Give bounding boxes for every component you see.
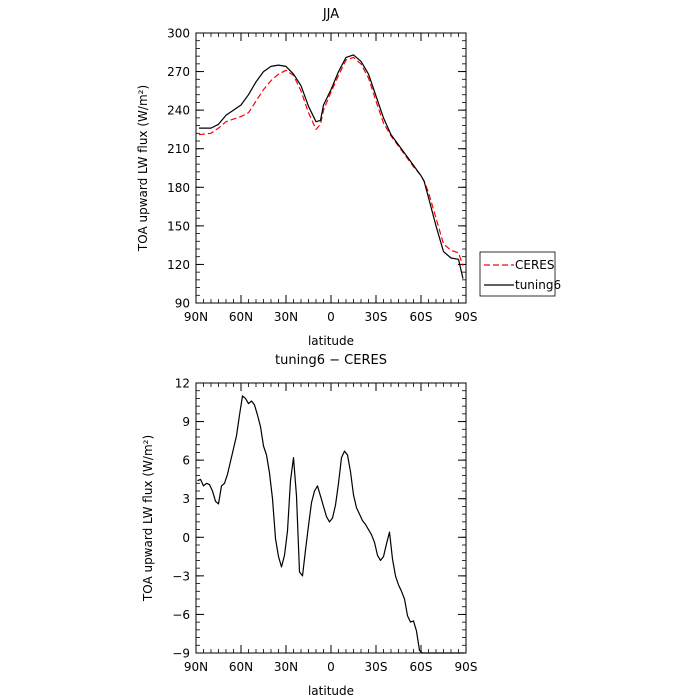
bottom-x-tick-label: 30N	[274, 660, 298, 674]
bottom-y-axis-label: TOA upward LW flux (W/m²)	[141, 435, 155, 602]
top-x-tick-label: 60S	[410, 310, 433, 324]
bottom-x-tick-label: 60N	[229, 660, 253, 674]
top-x-tick-label: 0	[327, 310, 335, 324]
bottom-y-tick-labels: −9 −6 −3 0 3 6 9 12	[172, 377, 190, 661]
top-title: JJA	[322, 7, 339, 22]
top-plot-area	[195, 32, 467, 304]
top-y-tick-labels: 90 120 150 180 210 240 270 300	[167, 27, 190, 311]
bottom-x-axis-label: latitude	[308, 684, 354, 698]
top-x-tick-label: 90N	[184, 310, 208, 324]
top-plot-frame	[195, 32, 467, 304]
top-y-tick-label: 180	[167, 181, 190, 195]
top-y-tick-label: 240	[167, 104, 190, 118]
top-x-tick-label: 30S	[365, 310, 388, 324]
bottom-x-tick-label: 90N	[184, 660, 208, 674]
bottom-x-tick-label: 30S	[365, 660, 388, 674]
legend: CERES tuning6	[479, 251, 561, 297]
legend-box	[479, 251, 556, 297]
bottom-y-tick-label: 6	[182, 454, 190, 468]
bottom-y-tick-label: 3	[182, 492, 190, 506]
top-y-tick-label: 90	[175, 297, 190, 311]
bottom-y-tick-label: 0	[182, 531, 190, 545]
bottom-plot-frame	[195, 382, 467, 654]
bottom-y-tick-label: −3	[172, 569, 190, 583]
bottom-x-tick-label: 90S	[455, 660, 478, 674]
bottom-plot-area	[195, 382, 467, 654]
bottom-title: tuning6 − CERES	[275, 353, 387, 368]
top-x-tick-label: 60N	[229, 310, 253, 324]
bottom-x-tick-label: 60S	[410, 660, 433, 674]
top-y-tick-label: 120	[167, 258, 190, 272]
top-y-tick-label: 210	[167, 142, 190, 156]
bottom-x-tick-label: 0	[327, 660, 335, 674]
top-y-tick-label: 300	[167, 27, 190, 41]
bottom-y-tick-label: −9	[172, 647, 190, 661]
panel-top: JJA 90N 60N 30N 0 30S 60S 90S 90 120 150 180 210 24…	[136, 7, 561, 348]
bottom-x-tick-labels: 90N 60N 30N 0 30S 60S 90S	[184, 660, 478, 674]
top-y-tick-label: 150	[167, 219, 190, 233]
top-y-tick-label: 270	[167, 65, 190, 79]
bottom-y-tick-label: 9	[182, 415, 190, 429]
top-series	[198, 54, 464, 279]
bottom-y-tick-label: −6	[172, 608, 190, 622]
top-ticks	[195, 32, 467, 304]
bottom-ticks	[195, 382, 467, 654]
bottom-series-line-difference	[197, 395, 465, 654]
legend-label-ceres: CERES	[515, 258, 555, 272]
bottom-y-tick-label: 12	[175, 377, 190, 391]
top-x-tick-labels: 90N 60N 30N 0 30S 60S 90S	[184, 310, 478, 324]
top-x-axis-label: latitude	[308, 334, 354, 348]
top-x-tick-label: 30N	[274, 310, 298, 324]
legend-label-tuning6: tuning6	[515, 278, 561, 292]
panel-bottom: tuning6 − CERES 90N 60N 30N 0 30S 60S 90S −9 −6…	[141, 353, 477, 698]
top-series-line-tuning6	[199, 54, 464, 279]
top-y-axis-label: TOA upward LW flux (W/m²)	[136, 85, 150, 252]
bottom-series	[197, 395, 465, 654]
top-x-tick-label: 90S	[455, 310, 478, 324]
